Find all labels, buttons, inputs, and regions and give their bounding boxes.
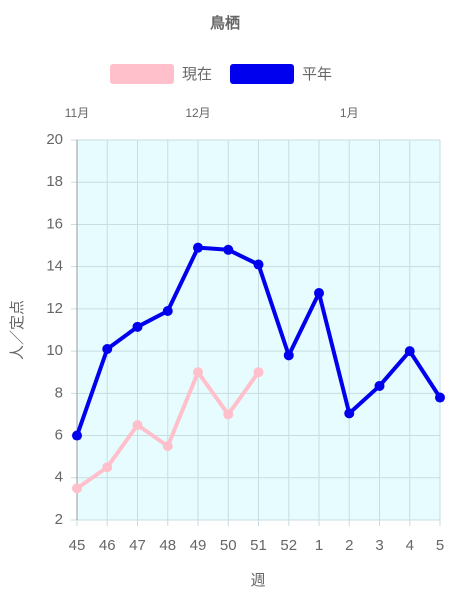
point xyxy=(72,483,82,494)
y-tick-label: 6 xyxy=(55,427,63,444)
point xyxy=(253,259,264,270)
point xyxy=(344,408,355,419)
x-tick-label: 49 xyxy=(190,537,207,554)
x-tick-label: 52 xyxy=(280,537,297,554)
point xyxy=(132,321,143,332)
legend-swatch xyxy=(230,64,294,84)
x-tick-label: 51 xyxy=(250,537,267,554)
point xyxy=(374,380,385,391)
month-label: 1月 xyxy=(340,106,359,120)
x-tick-label: 48 xyxy=(159,537,176,554)
month-label: 12月 xyxy=(185,106,210,120)
x-tick-label: 47 xyxy=(129,537,146,554)
legend-label: 平年 xyxy=(302,66,332,83)
x-tick-label: 50 xyxy=(220,537,237,554)
x-tick-label: 2 xyxy=(345,537,353,554)
x-axis-label: 週 xyxy=(250,572,265,589)
y-tick-label: 10 xyxy=(46,342,63,359)
y-axis-label: 人／定点 xyxy=(9,300,26,360)
point xyxy=(223,409,234,420)
y-tick-label: 12 xyxy=(46,300,63,317)
x-tick-label: 3 xyxy=(375,537,383,554)
y-tick-label: 2 xyxy=(55,511,63,528)
y-tick-label: 4 xyxy=(55,469,63,486)
y-tick-label: 18 xyxy=(46,173,63,190)
y-tick-label: 16 xyxy=(46,215,63,232)
x-tick-label: 1 xyxy=(315,537,323,554)
point xyxy=(72,430,82,441)
point xyxy=(314,288,324,299)
point xyxy=(102,462,113,473)
y-tick-label: 14 xyxy=(46,258,63,275)
point xyxy=(162,441,173,452)
y-tick-label: 8 xyxy=(55,384,63,401)
y-tick-label: 20 xyxy=(46,131,63,148)
month-label: 11月 xyxy=(65,106,89,120)
point xyxy=(162,306,173,316)
point xyxy=(283,350,294,361)
point xyxy=(404,346,415,357)
x-tick-label: 4 xyxy=(406,537,414,554)
x-tick-label: 5 xyxy=(436,537,444,554)
point xyxy=(132,420,143,430)
legend-label: 現在 xyxy=(182,66,212,83)
point xyxy=(193,242,203,253)
point xyxy=(193,367,203,378)
point xyxy=(223,244,234,255)
x-tick-label: 45 xyxy=(69,537,86,554)
legend-swatch xyxy=(110,64,174,84)
point xyxy=(253,367,264,378)
point xyxy=(435,392,445,403)
x-tick-label: 46 xyxy=(99,537,116,554)
chart-title: 鳥栖 xyxy=(210,14,240,32)
point xyxy=(102,344,113,354)
